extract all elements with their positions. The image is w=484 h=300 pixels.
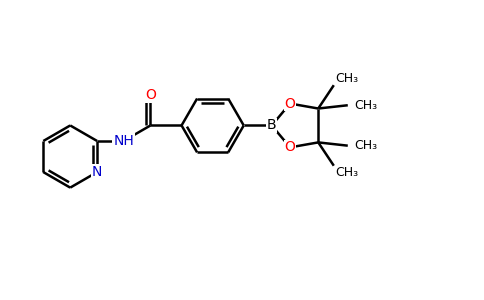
- Text: CH₃: CH₃: [335, 72, 359, 85]
- Text: N: N: [92, 165, 102, 179]
- Text: NH: NH: [113, 134, 134, 148]
- Text: CH₃: CH₃: [354, 139, 378, 152]
- Text: CH₃: CH₃: [354, 99, 378, 112]
- Text: CH₃: CH₃: [335, 166, 359, 179]
- Text: O: O: [145, 88, 156, 102]
- Text: O: O: [285, 97, 296, 111]
- Text: O: O: [285, 140, 296, 154]
- Text: B: B: [267, 118, 276, 133]
